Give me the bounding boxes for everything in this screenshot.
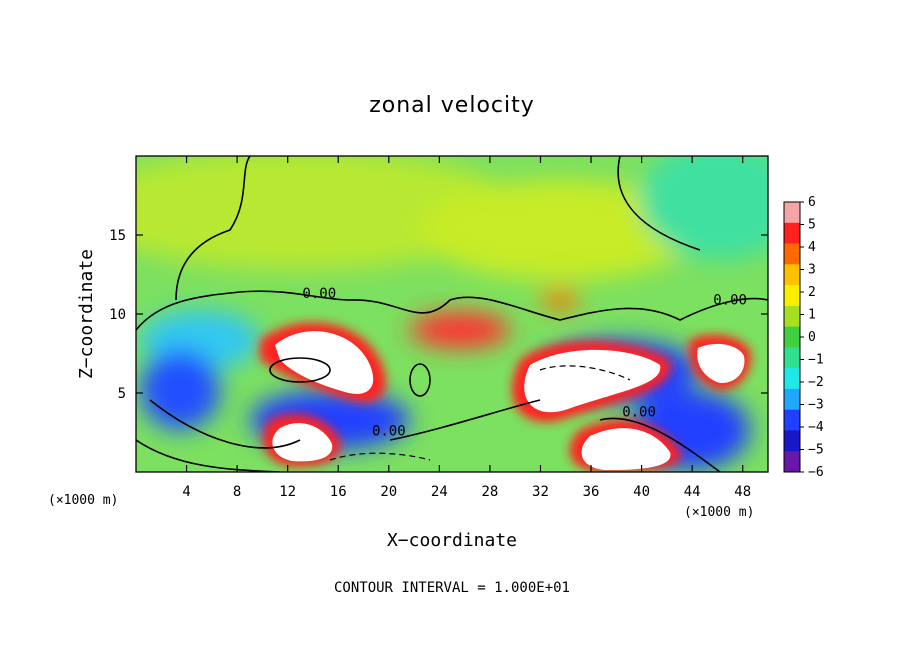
x-tick-label: 24	[431, 484, 448, 500]
colorbar-segment	[784, 409, 800, 431]
x-tick-label: 16	[330, 484, 347, 500]
colorbar-segment	[784, 264, 800, 286]
colorbar-label: 6	[808, 195, 816, 210]
x-tick-label: 44	[684, 484, 701, 500]
contour-label: 0.00	[622, 405, 656, 421]
chart-title: zonal velocity	[369, 93, 535, 118]
z-unit-label: (×1000 m)	[48, 493, 118, 508]
x-tick-label: 36	[583, 484, 600, 500]
x-tick-label: 4	[182, 484, 190, 500]
field-plot	[136, 156, 768, 472]
y-tick-label: 10	[109, 307, 126, 323]
colorbar: 6 5 4 3 2 1 0 −1 −2 −3 −4 −5 −6	[783, 195, 824, 480]
x-unit-label: (×1000 m)	[684, 505, 754, 520]
x-axis: 4 8 12 16 20 24 28 32 36 40 44 48	[182, 156, 751, 500]
colorbar-segment	[784, 388, 800, 411]
colorbar-label: −2	[808, 375, 824, 390]
contour-label: 0.00	[713, 293, 747, 309]
colorbar-segment	[784, 347, 800, 369]
colorbar-segment	[784, 430, 800, 452]
colorbar-label: −5	[808, 443, 824, 458]
colorbar-label: −6	[808, 465, 824, 480]
y-axis-label: Z−coordinate	[76, 249, 97, 379]
x-tick-label: 20	[380, 484, 397, 500]
y-tick-label: 5	[118, 386, 126, 402]
colorbar-segment	[784, 243, 800, 265]
contour-interval-note: CONTOUR INTERVAL = 1.000E+01	[334, 580, 570, 596]
colorbar-segment	[784, 305, 800, 328]
x-tick-label: 12	[279, 484, 296, 500]
x-tick-label: 32	[532, 484, 549, 500]
colorbar-segment	[784, 222, 800, 245]
colorbar-label: 0	[808, 330, 816, 345]
x-tick-label: 48	[734, 484, 751, 500]
colorbar-label: −4	[808, 420, 824, 435]
contour-labels: 0.00 0.00 0.00 0.00	[302, 286, 747, 439]
colorbar-label: −3	[808, 398, 824, 413]
x-axis-label: X−coordinate	[387, 530, 517, 551]
colorbar-segment	[784, 451, 800, 473]
x-tick-label: 28	[481, 484, 498, 500]
colorbar-label: 3	[808, 263, 816, 278]
colorbar-label: 5	[808, 218, 816, 233]
colorbar-label: 2	[808, 285, 816, 300]
x-tick-label: 8	[233, 484, 241, 500]
contour-label: 0.00	[302, 286, 336, 302]
x-tick-label: 40	[633, 484, 650, 500]
y-tick-label: 15	[109, 228, 126, 244]
colorbar-label: 4	[808, 240, 816, 255]
colorbar-segment	[784, 326, 800, 348]
colorbar-segment	[784, 202, 800, 224]
colorbar-segment	[784, 368, 800, 390]
colorbar-label: −1	[808, 353, 824, 368]
y-axis: 5 10 15	[109, 228, 768, 402]
contour-label: 0.00	[372, 424, 406, 440]
colorbar-segment	[784, 285, 800, 307]
colorbar-label: 1	[808, 308, 816, 323]
